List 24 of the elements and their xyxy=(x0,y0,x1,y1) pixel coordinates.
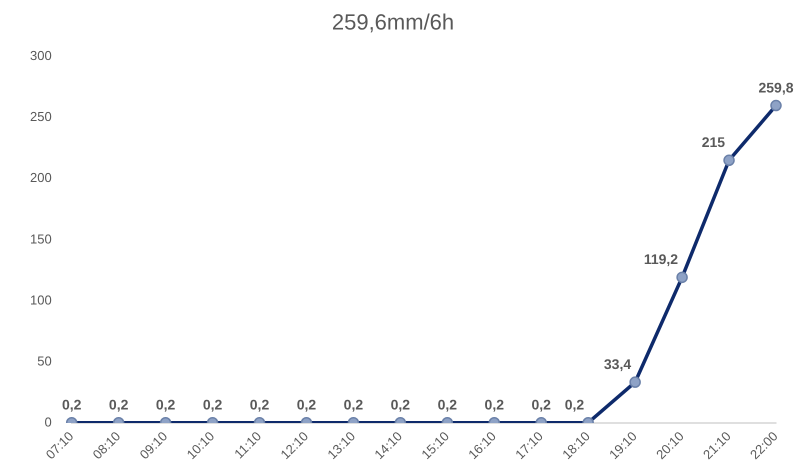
data-label: 0,2 xyxy=(296,396,316,413)
data-label: 0,2 xyxy=(250,396,270,413)
data-label: 0,2 xyxy=(484,396,504,413)
data-label: 0,2 xyxy=(108,396,129,413)
y-tick-label: 200 xyxy=(30,170,52,186)
y-tick-label: 50 xyxy=(37,353,52,368)
y-tick-label: 0 xyxy=(44,414,52,430)
data-label: 0,2 xyxy=(202,396,222,413)
y-tick-label: 150 xyxy=(30,231,52,246)
data-label: 0,2 xyxy=(390,396,410,413)
y-tick-label: 250 xyxy=(30,109,52,124)
data-label: 0,2 xyxy=(531,396,552,413)
data-label: 0,2 xyxy=(564,396,584,413)
data-label: 0,2 xyxy=(344,396,364,413)
data-label: 0,2 xyxy=(156,396,176,413)
y-tick-label: 100 xyxy=(30,292,52,308)
data-label: 215 xyxy=(702,134,726,150)
data-label: 33,4 xyxy=(604,356,632,372)
y-tick-label: 300 xyxy=(30,48,52,63)
chart-title: 259,6mm/6h xyxy=(332,9,454,34)
data-label: 0,2 xyxy=(438,396,458,413)
data-label: 119,2 xyxy=(644,251,678,268)
data-label: 0,2 xyxy=(62,396,82,413)
data-label: 259,8 xyxy=(758,79,794,96)
